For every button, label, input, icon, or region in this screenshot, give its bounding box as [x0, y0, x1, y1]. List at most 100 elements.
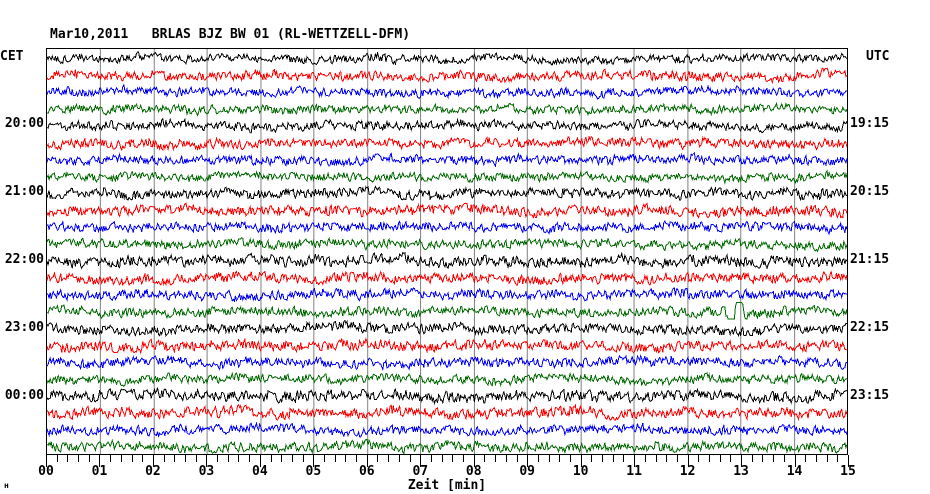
x-tick-minor — [78, 455, 79, 462]
x-tick-major-10 — [581, 455, 582, 467]
x-tick-major-08 — [474, 455, 475, 467]
y-axis-right-label-0: 19:15 — [850, 116, 890, 132]
seismic-trace-row-21 — [47, 387, 847, 405]
x-tick-minor — [271, 455, 272, 462]
seismic-trace-row-5 — [47, 117, 847, 134]
x-tick-minor — [837, 455, 838, 462]
x-tick-minor — [142, 455, 143, 462]
x-axis-label-13: 13 — [733, 464, 749, 479]
x-tick-minor — [720, 455, 721, 462]
x-tick-minor — [452, 455, 453, 462]
x-tick-minor — [89, 455, 90, 462]
x-axis-label-05: 05 — [305, 464, 322, 479]
seismogram-plot-area — [46, 48, 848, 455]
x-tick-minor — [431, 455, 432, 462]
x-tick-minor — [549, 455, 550, 462]
x-tick-minor — [623, 455, 624, 462]
x-tick-minor — [442, 455, 443, 462]
x-tick-minor — [762, 455, 763, 462]
x-tick-minor — [185, 455, 186, 462]
seismic-trace-row-8 — [47, 169, 847, 185]
x-tick-minor — [377, 455, 378, 462]
y-axis-right-label-4: 23:15 — [850, 387, 890, 403]
x-tick-major-09 — [527, 455, 528, 467]
x-axis-label-04: 04 — [252, 464, 268, 479]
x-tick-major-13 — [741, 455, 742, 467]
x-tick-minor — [217, 455, 218, 462]
seismic-trace-row-12 — [47, 236, 847, 253]
seismic-trace-row-17 — [47, 319, 847, 338]
x-tick-minor — [613, 455, 614, 462]
x-tick-minor — [805, 455, 806, 462]
x-tick-minor — [164, 455, 165, 462]
seismic-trace-row-9 — [47, 185, 847, 202]
x-tick-minor — [281, 455, 282, 462]
corner-artifact-mark: н — [4, 481, 9, 490]
y-axis-left-label-2: 22:00 — [4, 251, 44, 267]
x-tick-minor — [752, 455, 753, 462]
x-tick-minor — [827, 455, 828, 462]
seismic-trace-row-19 — [47, 354, 847, 372]
x-tick-minor — [591, 455, 592, 462]
x-tick-minor — [335, 455, 336, 462]
x-axis-label-02: 02 — [145, 464, 161, 479]
x-tick-major-03 — [206, 455, 207, 467]
x-tick-minor — [388, 455, 389, 462]
x-tick-minor — [57, 455, 58, 462]
x-tick-minor — [238, 455, 239, 462]
x-tick-minor — [602, 455, 603, 462]
seismic-trace-row-18 — [47, 337, 847, 355]
x-tick-minor — [132, 455, 133, 462]
x-tick-minor — [174, 455, 175, 462]
x-axis-label-12: 12 — [679, 464, 696, 479]
x-tick-minor — [303, 455, 304, 462]
x-tick-minor — [324, 455, 325, 462]
y-axis-right-label-1: 20:15 — [850, 184, 890, 200]
x-tick-minor — [399, 455, 400, 462]
x-tick-minor — [463, 455, 464, 462]
x-tick-minor — [506, 455, 507, 462]
right-axis-name: UTC — [866, 49, 890, 64]
x-tick-major-06 — [367, 455, 368, 467]
x-axis-label-00: 00 — [38, 464, 54, 479]
x-tick-minor — [538, 455, 539, 462]
x-tick-minor — [773, 455, 774, 462]
x-axis-label-11: 11 — [626, 464, 642, 479]
x-tick-major-04 — [260, 455, 261, 467]
x-tick-minor — [67, 455, 68, 462]
x-axis-label-14: 14 — [786, 464, 803, 479]
page-title: Mar10,2011 BRLAS BJZ BW 01 (RL-WETTZELL-… — [50, 27, 411, 42]
x-tick-minor — [484, 455, 485, 462]
x-tick-minor — [730, 455, 731, 462]
seismic-trace-row-7 — [47, 151, 847, 168]
x-tick-minor — [196, 455, 197, 462]
x-tick-minor — [121, 455, 122, 462]
x-tick-minor — [645, 455, 646, 462]
x-tick-minor — [709, 455, 710, 462]
x-tick-minor — [559, 455, 560, 462]
y-axis-left-label-3: 23:00 — [4, 319, 44, 335]
left-axis-name: CET — [0, 49, 24, 64]
y-axis-right-label-2: 21:15 — [850, 251, 890, 267]
x-axis-label-03: 03 — [198, 464, 215, 479]
grid-layer — [99, 49, 796, 454]
x-axis-label-07: 07 — [412, 464, 429, 479]
x-axis-label-08: 08 — [465, 464, 482, 479]
x-tick-major-01 — [99, 455, 100, 467]
x-tick-major-15 — [848, 455, 849, 467]
x-tick-minor — [228, 455, 229, 462]
x-tick-major-12 — [688, 455, 689, 467]
x-tick-minor — [292, 455, 293, 462]
y-axis-left-label-4: 00:00 — [4, 387, 44, 403]
seismic-trace-row-23 — [47, 421, 847, 439]
x-axis-label-15: 15 — [840, 464, 856, 479]
seismic-trace-row-14 — [47, 270, 847, 287]
x-axis-title: Zeit [min] — [407, 478, 487, 493]
seismic-trace-row-22 — [47, 403, 847, 421]
y-axis-left-label-1: 21:00 — [4, 184, 44, 200]
seismic-trace-row-1 — [47, 51, 847, 66]
trace-layer — [47, 51, 847, 454]
x-axis-label-10: 10 — [572, 464, 589, 479]
x-tick-major-02 — [153, 455, 154, 467]
